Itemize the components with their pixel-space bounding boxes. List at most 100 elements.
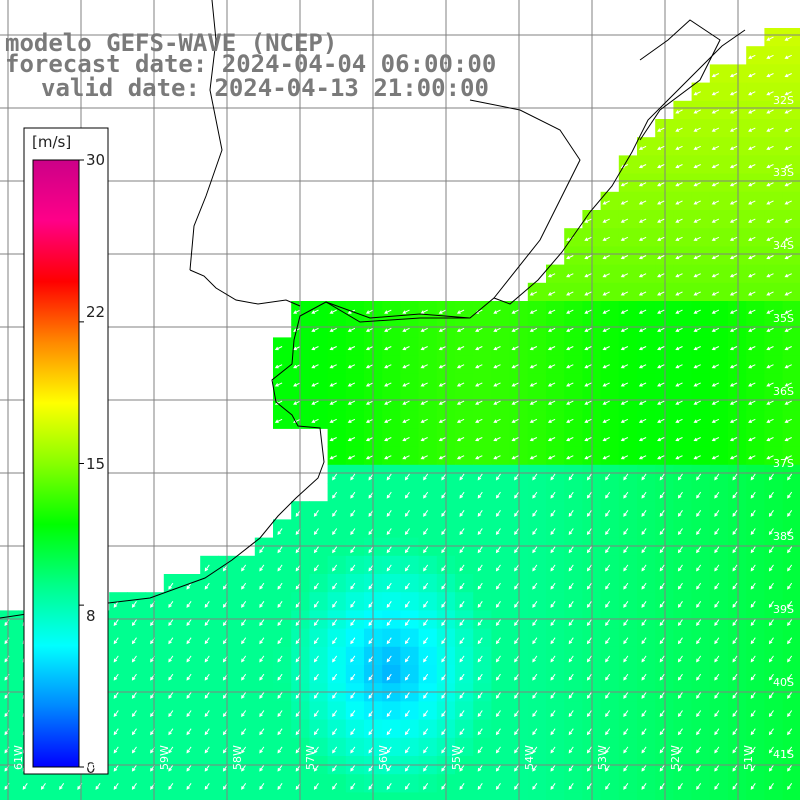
wind-arrow — [131, 783, 137, 790]
wind-arrow — [714, 710, 720, 718]
wind-arrow — [732, 473, 738, 481]
wind-speed-cell — [728, 282, 747, 302]
wind-speed-cell — [637, 410, 656, 429]
wind-arrow — [641, 528, 647, 536]
wind-arrow — [404, 546, 410, 554]
wind-arrow — [368, 746, 374, 754]
wind-arrow — [259, 582, 265, 590]
wind-arrow — [750, 710, 756, 718]
wind-speed-cell — [746, 82, 765, 102]
wind-arrow — [693, 127, 701, 132]
wind-speed-cell — [600, 246, 620, 266]
wind-arrow — [313, 764, 319, 772]
wind-arrow — [677, 528, 683, 536]
wind-arrow — [404, 637, 410, 645]
wind-arrow — [459, 764, 465, 772]
wind-arrow — [438, 309, 447, 314]
wind-speed-cell — [546, 282, 565, 302]
wind-arrow — [696, 546, 702, 554]
lat-label-37s: 37S — [773, 457, 794, 470]
wind-arrow — [784, 437, 792, 442]
wind-arrow — [241, 764, 247, 772]
wind-arrow — [477, 783, 483, 790]
wind-arrow — [675, 291, 683, 296]
wind-arrow — [204, 692, 210, 699]
wind-arrow — [529, 437, 538, 442]
wind-arrow — [787, 601, 793, 608]
wind-speed-cell — [618, 355, 638, 375]
wind-arrow — [259, 764, 265, 772]
wind-arrow — [204, 582, 210, 590]
wind-speed-cell — [455, 337, 474, 357]
wind-arrow — [514, 510, 520, 517]
wind-speed-cell — [673, 337, 693, 357]
wind-arrow — [168, 764, 174, 772]
wind-arrow — [259, 546, 265, 554]
wind-arrow — [638, 309, 647, 314]
wind-arrow — [677, 673, 683, 681]
wind-arrow — [784, 364, 792, 369]
wind-arrow — [586, 546, 592, 554]
wind-speed-cell — [673, 301, 693, 320]
wind-arrow — [350, 582, 356, 590]
wind-arrow — [475, 346, 483, 351]
wind-speed-cell — [491, 301, 511, 320]
wind-speed-cell — [400, 355, 420, 375]
wind-speed-cell — [764, 428, 784, 448]
wind-speed-cell — [728, 792, 747, 800]
wind-arrow — [514, 728, 520, 736]
wind-arrow — [623, 710, 629, 718]
wind-arrow — [402, 346, 410, 351]
wind-speed-cell — [709, 373, 729, 393]
wind-arrow — [787, 546, 793, 554]
wind-arrow — [766, 236, 774, 241]
wind-arrow — [675, 309, 683, 314]
lon-label-55w: 55W — [450, 745, 463, 770]
wind-arrow — [547, 382, 556, 387]
wind-arrow — [638, 291, 647, 296]
wind-arrow — [477, 710, 483, 718]
wind-arrow — [131, 764, 137, 772]
wind-arrow — [456, 327, 465, 332]
wind-arrow — [277, 673, 283, 681]
wind-arrow — [495, 655, 501, 663]
lat-label-41s: 41S — [773, 748, 794, 761]
wind-arrow — [259, 710, 265, 718]
wind-arrow — [729, 327, 738, 332]
wind-arrow — [547, 309, 556, 314]
wind-arrow — [438, 382, 447, 387]
wind-arrow — [586, 582, 592, 590]
wind-arrow — [602, 236, 610, 241]
wind-speed-cell — [728, 137, 747, 156]
wind-arrow — [784, 255, 792, 260]
wind-speed-cell — [600, 210, 620, 229]
wind-arrow — [404, 673, 410, 681]
wind-speed-cell — [691, 337, 711, 357]
wind-arrow — [659, 582, 665, 590]
wind-speed-cell — [709, 282, 729, 302]
wind-speed-cell — [564, 373, 583, 393]
wind-speed-cell — [273, 337, 292, 357]
wind-speed-cell — [327, 446, 347, 466]
wind-speed-cell — [673, 210, 693, 229]
wind-arrow — [657, 309, 665, 314]
wind-arrow — [602, 273, 610, 278]
wind-arrow — [368, 692, 374, 699]
wind-speed-cell — [746, 264, 765, 284]
wind-speed-cell — [600, 373, 620, 393]
wind-arrow — [456, 382, 465, 387]
wind-arrow — [204, 637, 210, 645]
wind-speed-cell — [291, 392, 310, 411]
wind-arrow — [441, 655, 447, 663]
wind-speed-cell — [273, 410, 292, 429]
coastline — [0, 0, 746, 619]
wind-arrow — [475, 455, 483, 460]
wind-speed-cell — [691, 392, 711, 411]
wind-arrow — [313, 692, 319, 699]
wind-speed-cell — [273, 373, 292, 393]
wind-arrow — [259, 637, 265, 645]
wind-arrow — [787, 710, 793, 718]
wind-arrow — [602, 382, 610, 387]
wind-arrow — [675, 145, 683, 150]
wind-speed-cell — [673, 282, 693, 302]
